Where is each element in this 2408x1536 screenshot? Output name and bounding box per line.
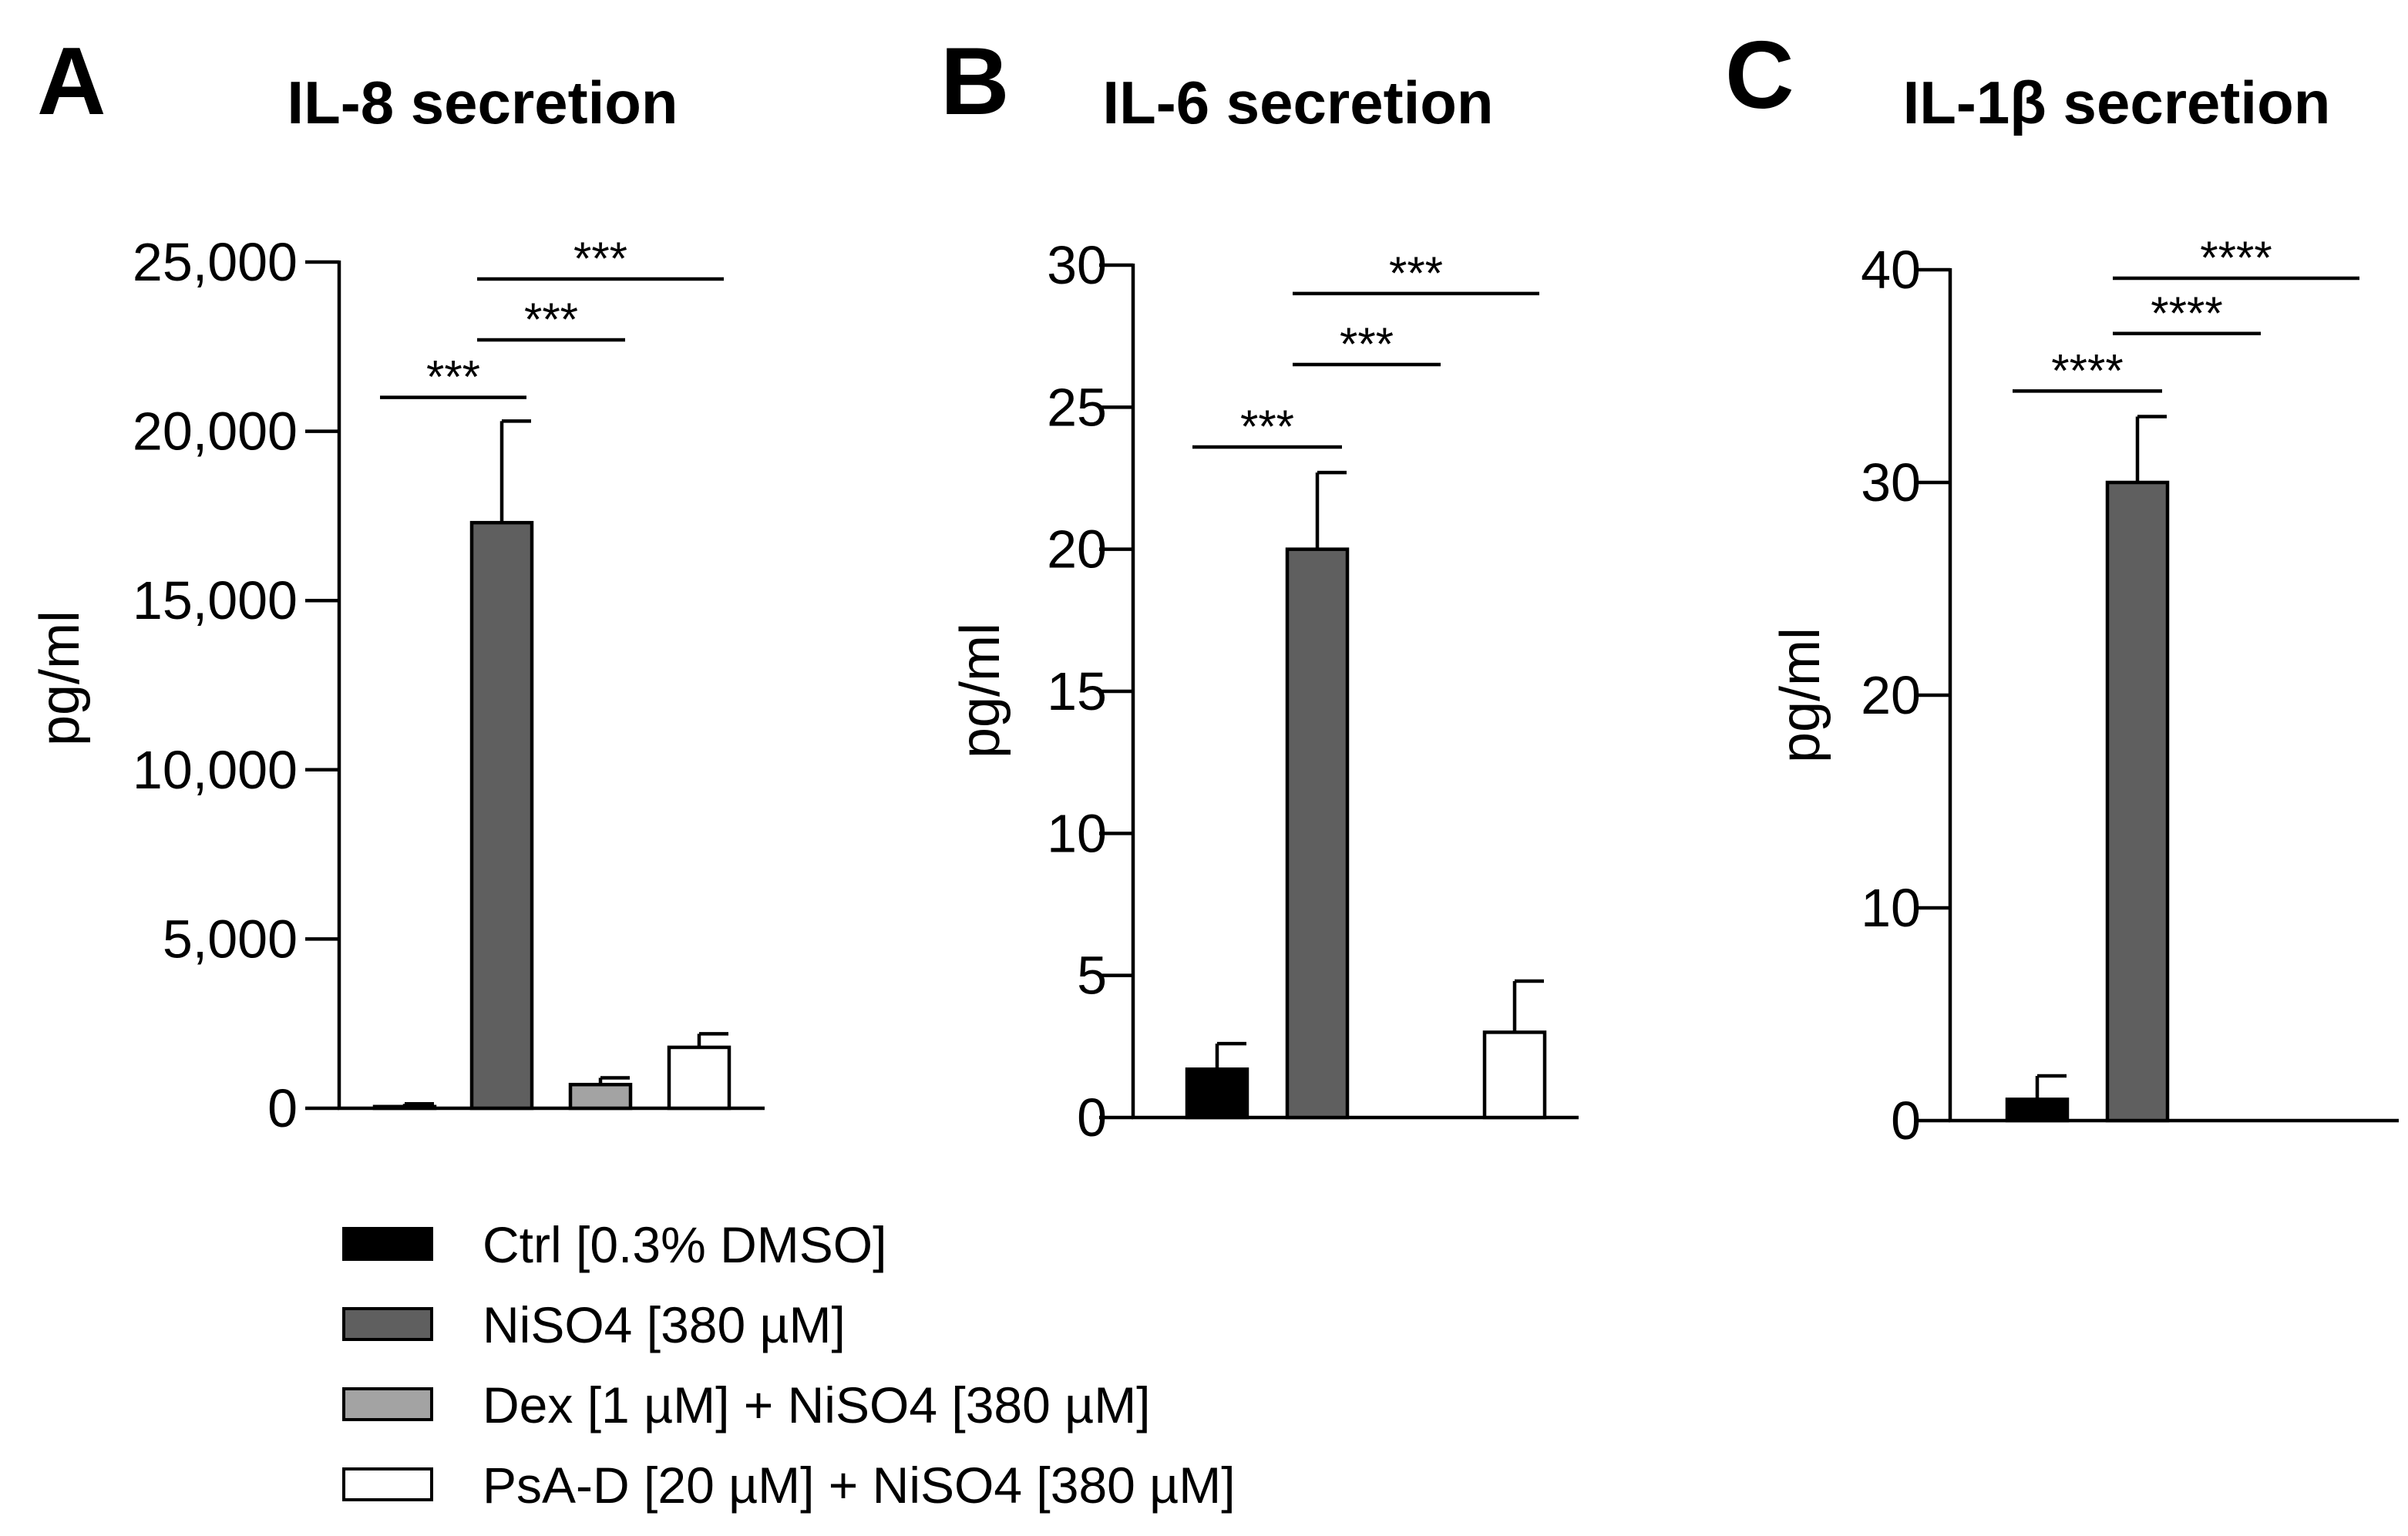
significance-label: ***	[426, 351, 480, 403]
panel-c-title: IL-1β secretion	[1903, 69, 2331, 136]
y-tick-label: 30	[1861, 452, 1921, 513]
significance-label: ***	[1340, 318, 1394, 370]
panel-a-y-axis-label: pg/ml	[29, 610, 91, 746]
panel-c-letter: C	[1725, 22, 1794, 129]
significance-label: ****	[2200, 232, 2272, 284]
bar	[372, 1104, 437, 1111]
y-tick-label: 15	[1047, 661, 1107, 721]
significance-label: ****	[2151, 287, 2222, 339]
y-tick-label: 20	[1047, 519, 1107, 580]
y-tick-label: 10	[1047, 803, 1107, 863]
y-tick-label: 20,000	[133, 402, 298, 462]
bar	[1285, 547, 1350, 1120]
bar	[2105, 480, 2170, 1123]
y-tick-label: 0	[267, 1078, 298, 1138]
bar	[568, 1083, 633, 1111]
y-tick-label: 30	[1047, 235, 1107, 295]
significance-label: ***	[573, 233, 627, 284]
significance-label: ***	[1389, 247, 1443, 299]
legend-swatch-dex	[342, 1387, 433, 1421]
legend-label-ctrl: Ctrl [0.3% DMSO]	[483, 1216, 886, 1273]
significance-label: ***	[524, 294, 578, 345]
legend-label-psa-d: PsA-D [20 µM] + NiSO4 [380 µM]	[483, 1457, 1236, 1514]
panel-b-y-axis-label: pg/ml	[950, 623, 1011, 758]
significance-label: ***	[1240, 401, 1294, 452]
bar	[2005, 1097, 2070, 1123]
panel-b-plot: 0 5 10 15 20 25 30 *** *** ***	[1047, 235, 1579, 1148]
legend: Ctrl [0.3% DMSO] NiSO4 [380 µM] Dex [1 µ…	[342, 1216, 1236, 1514]
y-tick-label: 25	[1047, 377, 1107, 437]
legend-swatch-ctrl	[342, 1227, 433, 1261]
y-tick-label: 0	[1077, 1087, 1107, 1148]
legend-swatch-niso4	[342, 1307, 433, 1341]
y-tick-label: 5	[1077, 946, 1107, 1006]
panel-a-plot: 0 5,000 10,000 15,000 20,000 25,000 *** *** ***	[133, 232, 765, 1138]
panel-b: B IL-6 secretion pg/ml 0 5 10 15 20 25 30 *** **…	[940, 29, 1579, 1148]
legend-label-niso4: NiSO4 [380 µM]	[483, 1296, 846, 1353]
y-tick-label: 10,000	[133, 740, 298, 800]
bar	[1185, 1067, 1249, 1120]
y-tick-label: 20	[1861, 665, 1921, 725]
y-tick-label: 15,000	[133, 570, 298, 630]
panel-a: A IL-8 secretion pg/ml 0 5,000 10,000 15,00…	[29, 29, 765, 1138]
bar	[1482, 1030, 1547, 1120]
panel-b-title: IL-6 secretion	[1102, 69, 1493, 136]
y-tick-label: 40	[1861, 240, 1921, 300]
panel-c: C IL-1β secretion pg/ml 010203040*******…	[1725, 22, 2399, 1151]
significance-label: ****	[2051, 345, 2123, 396]
y-tick-label: 0	[1891, 1091, 1921, 1151]
panel-a-letter: A	[37, 29, 106, 135]
y-tick-label: 5,000	[163, 909, 298, 969]
y-tick-label: 25,000	[133, 232, 298, 292]
bar	[667, 1045, 731, 1111]
bar	[469, 520, 534, 1111]
panel-c-y-axis-label: pg/ml	[1770, 627, 1831, 763]
y-tick-label: 10	[1861, 878, 1921, 938]
panel-b-letter: B	[940, 29, 1010, 135]
legend-swatch-psa-d	[342, 1467, 433, 1501]
legend-label-dex: Dex [1 µM] + NiSO4 [380 µM]	[483, 1376, 1151, 1433]
panel-a-title: IL-8 secretion	[287, 69, 678, 136]
